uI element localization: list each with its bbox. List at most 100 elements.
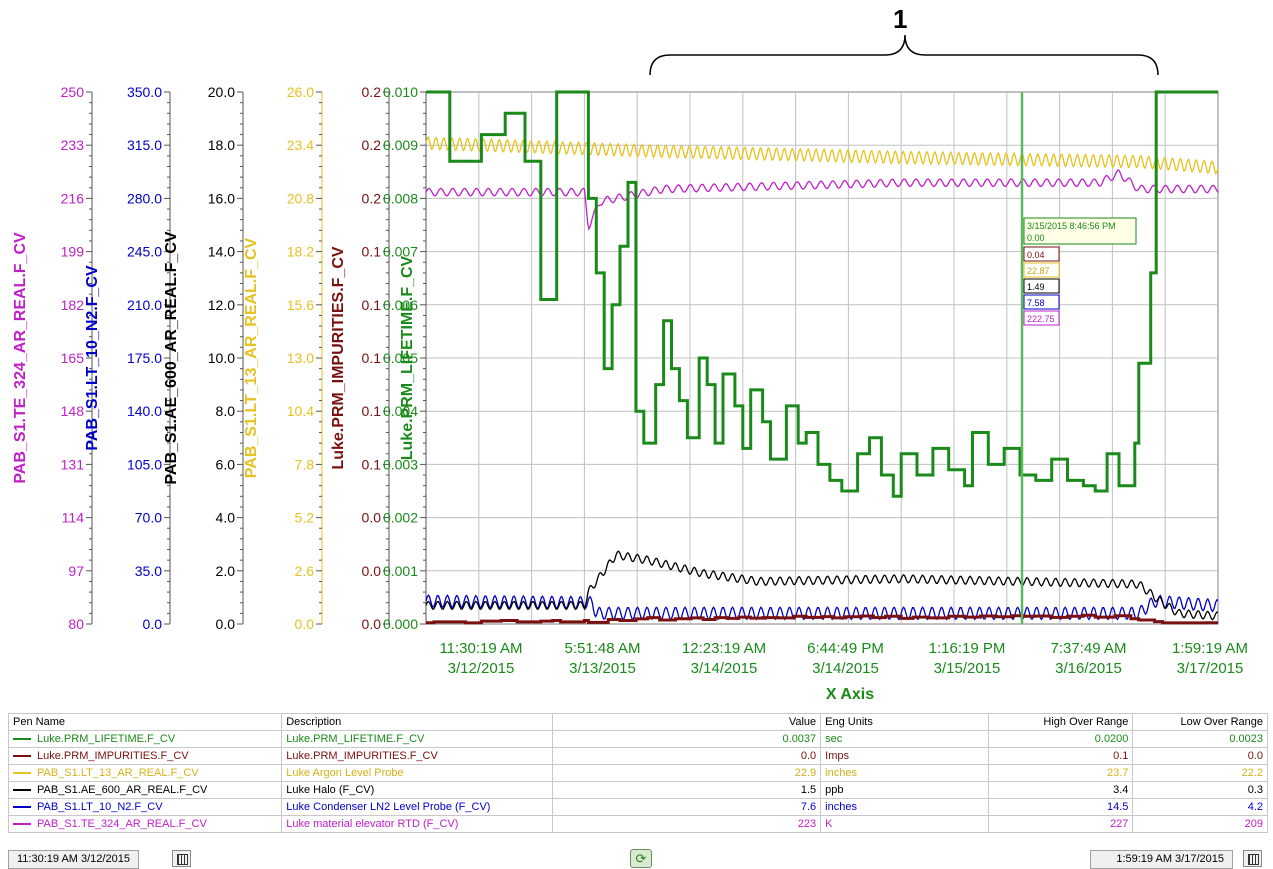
y-tick-label: 0.1: [362, 456, 382, 472]
y-tick-label: 0.002: [383, 510, 418, 526]
y-tick-label: 233: [61, 137, 85, 153]
x-tick-time: 5:51:48 AM: [565, 640, 641, 657]
y-tick-label: 245.0: [127, 244, 162, 260]
annotation-label: 1: [893, 4, 908, 34]
description-cell: Luke.PRM_LIFETIME.F_CV: [281, 730, 553, 748]
pen-name-cell: Luke.PRM_IMPURITIES.F_CV: [7, 747, 283, 765]
header-eng-units[interactable]: Eng Units: [820, 713, 989, 731]
end-time-field[interactable]: 1:59:19 AM 3/17/2015: [1090, 850, 1233, 869]
high-over-range-cell: 0.1: [987, 747, 1134, 765]
x-tick-time: 6:44:49 PM: [807, 640, 884, 657]
value-cell: 223: [551, 815, 822, 833]
header-pen-name[interactable]: Pen Name: [7, 713, 283, 731]
y-tick-label: 0.0: [295, 616, 315, 632]
start-time-field[interactable]: 11:30:19 AM 3/12/2015: [8, 850, 139, 869]
pen-table-row[interactable]: PAB_S1.LT_13_AR_REAL.F_CV Luke Argon Leve…: [7, 764, 1268, 782]
cursor-value: 0.04: [1027, 250, 1045, 260]
y-tick-label: 148: [61, 403, 85, 419]
pen-name-text: PAB_S1.LT_13_AR_REAL.F_CV: [37, 767, 199, 779]
pen-table-row[interactable]: Luke.PRM_LIFETIME.F_CV Luke.PRM_LIFETIME.…: [7, 730, 1268, 748]
eng-units-cell: inches: [820, 798, 989, 816]
header-value[interactable]: Value: [551, 713, 822, 731]
y-tick-label: 10.0: [208, 350, 235, 366]
description-cell: Luke material elevator RTD (F_CV): [281, 815, 553, 833]
y-tick-label: 199: [61, 244, 85, 260]
start-calendar-button[interactable]: [172, 850, 191, 867]
y-tick-label: 10.4: [287, 403, 314, 419]
description-cell: Luke Argon Level Probe: [281, 764, 553, 782]
low-over-range-cell: 209: [1132, 815, 1268, 833]
description-cell: Luke Halo (F_CV): [281, 781, 553, 799]
cursor-value: 222.75: [1027, 314, 1055, 324]
y-tick-label: 2.6: [295, 563, 315, 579]
y-tick-label: 2.0: [216, 563, 236, 579]
y-axis-title: Luke.PRM_LIFETIME.F_CV: [399, 255, 416, 460]
y-tick-label: 0.0: [362, 510, 382, 526]
pen-name-cell: Luke.PRM_LIFETIME.F_CV: [7, 730, 283, 748]
y-tick-label: 6.0: [216, 456, 236, 472]
high-over-range-cell: 0.0200: [987, 730, 1134, 748]
low-over-range-cell: 4.2: [1132, 798, 1268, 816]
value-cell: 22.9: [551, 764, 822, 782]
y-tick-label: 175.0: [127, 350, 162, 366]
y-axis-title: PAB_S1.AE_600_AR_REAL.F_CV: [163, 231, 180, 484]
cursor-timestamp-box: [1023, 217, 1137, 245]
y-tick-label: 16.0: [208, 190, 235, 206]
y-tick-label: 20.8: [287, 190, 314, 206]
pen-name-text: Luke.PRM_LIFETIME.F_CV: [37, 733, 176, 745]
y-tick-label: 0.2: [362, 84, 382, 100]
low-over-range-cell: 0.0023: [1132, 730, 1268, 748]
end-calendar-button[interactable]: [1243, 850, 1262, 867]
eng-units-cell: ppb: [820, 781, 989, 799]
y-tick-label: 0.2: [362, 137, 382, 153]
cursor-value-box: [1023, 278, 1060, 294]
y-tick-label: 0.0: [216, 616, 236, 632]
value-cell: 1.5: [551, 781, 822, 799]
y-tick-label: 4.0: [216, 510, 236, 526]
cursor-value: 0.00: [1027, 233, 1045, 243]
y-tick-label: 23.4: [287, 137, 314, 153]
pen-table-row[interactable]: PAB_S1.AE_600_AR_REAL.F_CV Luke Halo (F_C…: [7, 781, 1268, 799]
x-tick-time: 11:30:19 AM: [439, 640, 522, 657]
pen-table-row[interactable]: PAB_S1.LT_10_N2.F_CV Luke Condenser LN2 L…: [7, 798, 1268, 816]
pen-color-swatch: [13, 772, 31, 775]
pen-table-row[interactable]: Luke.PRM_IMPURITIES.F_CV Luke.PRM_IMPURIT…: [7, 747, 1268, 765]
header-low-over-range[interactable]: Low Over Range: [1132, 713, 1268, 731]
description-cell: Luke Condenser LN2 Level Probe (F_CV): [281, 798, 553, 816]
y-tick-label: 210.0: [127, 297, 162, 313]
cursor-value: 7.58: [1027, 298, 1045, 308]
y-tick-label: 0.009: [383, 137, 418, 153]
header-high-over-range[interactable]: High Over Range: [987, 713, 1134, 731]
y-tick-label: 0.0: [362, 563, 382, 579]
y-tick-label: 80: [68, 616, 84, 632]
cursor-timestamp: 3/15/2015 8:46:56 PM: [1027, 221, 1116, 231]
y-tick-label: 0.007: [383, 244, 418, 260]
y-tick-label: 250: [61, 84, 85, 100]
y-tick-label: 20.0: [208, 84, 235, 100]
pen-name-text: PAB_S1.AE_600_AR_REAL.F_CV: [37, 784, 208, 796]
y-tick-label: 0.1: [362, 244, 382, 260]
y-axis-title: Luke.PRM_IMPURITIES.F_CV: [330, 246, 347, 469]
x-tick-time: 1:16:19 PM: [929, 640, 1006, 657]
y-tick-label: 0.010: [383, 84, 418, 100]
y-tick-label: 0.003: [383, 456, 418, 472]
refresh-icon: ⟳: [635, 851, 647, 866]
y-tick-label: 131: [61, 456, 85, 472]
y-tick-label: 182: [61, 297, 85, 313]
header-description[interactable]: Description: [281, 713, 553, 731]
y-tick-label: 165: [61, 350, 85, 366]
pen-name-cell: PAB_S1.LT_10_N2.F_CV: [7, 798, 283, 816]
pen-color-swatch: [13, 755, 31, 758]
y-tick-label: 0.2: [362, 190, 382, 206]
y-axis-title: PAB_S1.LT_10_N2.F_CV: [84, 265, 101, 451]
x-tick-time: 12:23:19 AM: [682, 640, 766, 657]
y-tick-label: 14.0: [208, 244, 235, 260]
pen-color-swatch: [13, 806, 31, 809]
refresh-button[interactable]: ⟳: [630, 849, 652, 868]
eng-units-cell: inches: [820, 764, 989, 782]
pen-name-cell: PAB_S1.LT_13_AR_REAL.F_CV: [7, 764, 283, 782]
y-tick-label: 0.1: [362, 350, 382, 366]
y-tick-label: 12.0: [208, 297, 235, 313]
pen-color-swatch: [13, 738, 31, 741]
pen-table-row[interactable]: PAB_S1.TE_324_AR_REAL.F_CV Luke material …: [7, 815, 1268, 833]
